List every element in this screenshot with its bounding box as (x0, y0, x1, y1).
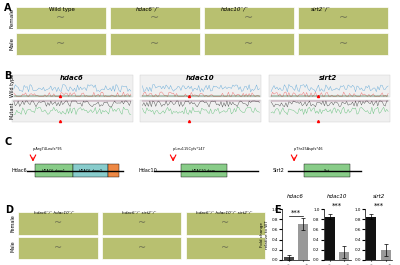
Bar (304, 165, 350, 176)
Text: ~: ~ (150, 39, 160, 48)
Bar (181, 165, 227, 176)
Bar (298, 224, 308, 260)
Text: ~: ~ (221, 243, 230, 253)
Bar (16, 33, 106, 55)
Bar (110, 33, 200, 55)
Text: ***: *** (291, 210, 301, 216)
Bar (108, 165, 119, 176)
Text: sirt2⁻/⁻: sirt2⁻/⁻ (311, 7, 331, 12)
Text: hdac10⁻/⁻: hdac10⁻/⁻ (220, 7, 248, 12)
Bar (12, 75, 133, 98)
Text: ***: *** (332, 202, 342, 208)
Text: Female: Female (10, 8, 15, 28)
Text: ~: ~ (138, 218, 146, 228)
Bar (269, 75, 390, 98)
Bar (186, 237, 265, 259)
Bar (35, 165, 73, 176)
Title: sirt2: sirt2 (372, 194, 385, 199)
Text: ~: ~ (54, 218, 62, 228)
Bar (269, 100, 390, 122)
Text: Male: Male (10, 37, 15, 50)
Bar (381, 250, 391, 260)
Bar (366, 217, 376, 260)
Text: A: A (4, 3, 12, 13)
Text: ~: ~ (338, 39, 348, 48)
Bar (140, 100, 262, 122)
Text: Mutant: Mutant (10, 101, 15, 119)
Text: hdac6⁻/⁻ hdac10⁻/⁻: hdac6⁻/⁻ hdac10⁻/⁻ (34, 211, 74, 215)
Text: Wild type: Wild type (10, 74, 15, 98)
Bar (18, 212, 98, 235)
Bar (298, 33, 388, 55)
Text: p.Thr25Aspfs*46: p.Thr25Aspfs*46 (294, 147, 324, 151)
Text: E: E (274, 205, 281, 215)
Text: ~: ~ (244, 14, 254, 23)
Text: Sirt: Sirt (324, 169, 330, 173)
Text: HDAC6-dom1: HDAC6-dom1 (42, 169, 66, 173)
Bar (284, 257, 294, 260)
Text: Male: Male (10, 241, 16, 253)
Text: D: D (6, 205, 14, 215)
Text: ~: ~ (56, 14, 66, 23)
Text: Sirt2: Sirt2 (273, 168, 285, 173)
Bar (325, 217, 335, 260)
Text: ~: ~ (221, 218, 230, 228)
Text: HDAC10-dom: HDAC10-dom (192, 169, 216, 173)
Text: hdac10: hdac10 (186, 75, 214, 81)
Bar (73, 165, 108, 176)
Text: Hdac10: Hdac10 (138, 168, 157, 173)
Text: hdac6: hdac6 (60, 75, 84, 81)
Bar (204, 7, 294, 29)
Text: ~: ~ (244, 39, 254, 48)
Text: Hdac6: Hdac6 (12, 168, 28, 173)
Text: hdac6⁻/⁻ sirt2⁻/⁻: hdac6⁻/⁻ sirt2⁻/⁻ (122, 211, 156, 215)
Bar (16, 7, 106, 29)
Text: B: B (4, 71, 12, 81)
Text: ~: ~ (338, 14, 348, 23)
Bar (186, 212, 265, 235)
Text: ~: ~ (54, 243, 62, 253)
Text: ~: ~ (138, 243, 146, 253)
Bar (110, 7, 200, 29)
Text: hdac6⁻/⁻ hdac10⁻/⁻ sirt2⁻/⁻: hdac6⁻/⁻ hdac10⁻/⁻ sirt2⁻/⁻ (196, 211, 253, 215)
Bar (140, 75, 262, 98)
Text: hdac6⁻/⁻: hdac6⁻/⁻ (136, 7, 160, 12)
Text: ~: ~ (56, 39, 66, 48)
Text: p.Leu115Cyfs*147: p.Leu115Cyfs*147 (173, 147, 206, 151)
Text: Female: Female (10, 215, 16, 232)
Text: p.Arg74Leufs*95: p.Arg74Leufs*95 (33, 147, 63, 151)
Text: C: C (4, 137, 12, 147)
Text: HDAC6-dom2: HDAC6-dom2 (78, 169, 102, 173)
Y-axis label: Fold change
relative to WT: Fold change relative to WT (260, 220, 269, 249)
Bar (102, 237, 181, 259)
Text: sirt2: sirt2 (319, 75, 337, 81)
Bar (12, 100, 133, 122)
Bar (18, 237, 98, 259)
Bar (298, 7, 388, 29)
Title: hdac6: hdac6 (287, 194, 304, 199)
Bar (204, 33, 294, 55)
Title: hdac10: hdac10 (327, 194, 347, 199)
Text: ~: ~ (150, 14, 160, 23)
Text: Wild type: Wild type (49, 7, 75, 12)
Bar (102, 212, 181, 235)
Bar (339, 252, 349, 260)
Text: ***: *** (374, 202, 384, 208)
